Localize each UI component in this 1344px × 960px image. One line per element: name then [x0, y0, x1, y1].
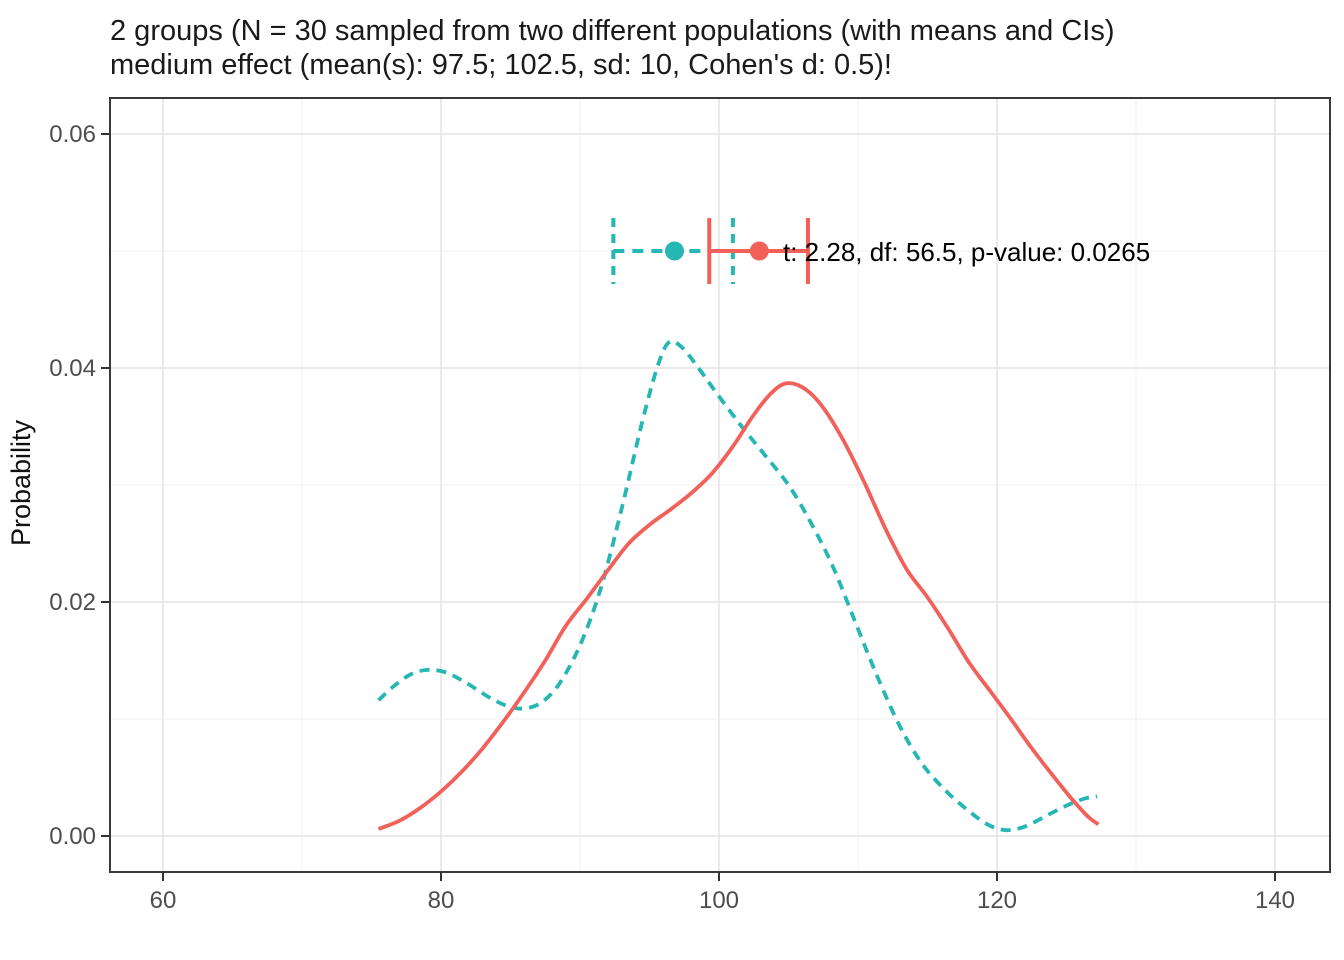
group-1-mean-ci-mean-point	[665, 241, 685, 261]
group-2-mean-ci-errorbar	[707, 218, 810, 284]
x-tick-label: 140	[1255, 887, 1295, 914]
x-tick-label: 100	[699, 887, 739, 914]
minor-gridlines	[110, 98, 1330, 872]
y-tick-label: 0.02	[49, 589, 96, 616]
plot-title-line2: medium effect (mean(s): 97.5; 102.5, sd:…	[110, 49, 892, 81]
mean-ci-errorbars	[611, 218, 810, 284]
major-gridlines	[110, 98, 1330, 872]
y-tick-label: 0.04	[49, 355, 96, 382]
y-tick-label: 0.00	[49, 823, 96, 850]
axis-tick-labels: 60 80 100 120 140 0.00 0.02 0.04 0.06	[49, 121, 1295, 914]
plot-title-line1: 2 groups (N = 30 sampled from two differ…	[110, 15, 1115, 47]
density-curves	[377, 339, 1100, 833]
t-test-annotation: t: 2.28, df: 56.5, p-value: 0.0265	[783, 237, 1150, 267]
x-tick-label: 60	[150, 887, 177, 914]
x-tick-label: 80	[428, 887, 455, 914]
group-2-mean-ci-mean-point	[749, 241, 769, 261]
y-axis-title: Probability	[6, 419, 36, 546]
y-tick-label: 0.06	[49, 121, 96, 148]
axis-ticks	[101, 133, 1276, 881]
group-1-density-curve	[377, 339, 1098, 833]
group-2-density-curve	[377, 381, 1100, 831]
x-tick-label: 120	[977, 887, 1017, 914]
